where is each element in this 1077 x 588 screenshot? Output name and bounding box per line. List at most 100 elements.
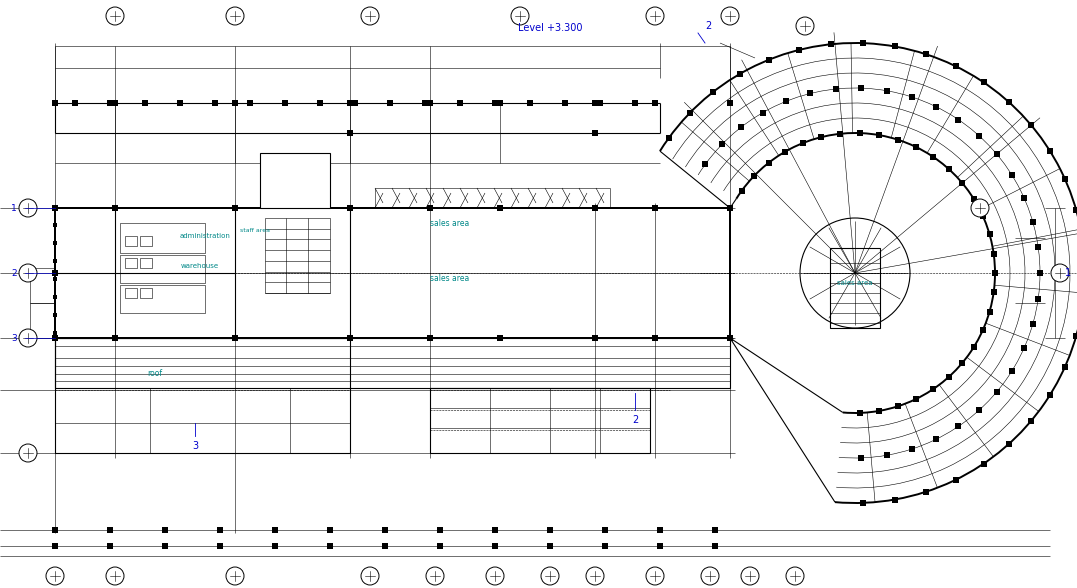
- Bar: [877, 132, 882, 138]
- Bar: [913, 144, 920, 150]
- Bar: [719, 142, 725, 148]
- Bar: [430, 388, 651, 453]
- Bar: [272, 527, 278, 533]
- Bar: [547, 543, 553, 549]
- Bar: [653, 335, 658, 341]
- Bar: [53, 335, 58, 341]
- Bar: [120, 255, 205, 283]
- Bar: [498, 205, 503, 211]
- Bar: [492, 543, 498, 549]
- Circle shape: [226, 7, 244, 25]
- Bar: [140, 288, 152, 298]
- Bar: [861, 500, 866, 506]
- Circle shape: [971, 199, 989, 217]
- Bar: [125, 288, 137, 298]
- Bar: [737, 71, 743, 77]
- Bar: [347, 205, 353, 211]
- Bar: [428, 205, 433, 211]
- Bar: [980, 213, 985, 219]
- Bar: [592, 100, 598, 106]
- Bar: [53, 313, 57, 317]
- Bar: [428, 335, 433, 341]
- Bar: [702, 161, 709, 167]
- Bar: [991, 250, 996, 256]
- Bar: [657, 543, 662, 549]
- Text: Level +3.300: Level +3.300: [518, 23, 583, 33]
- Bar: [783, 98, 788, 105]
- Bar: [1073, 333, 1077, 339]
- Circle shape: [541, 567, 559, 585]
- Bar: [1009, 368, 1015, 374]
- Bar: [1021, 345, 1027, 351]
- Bar: [108, 100, 113, 106]
- Bar: [895, 137, 901, 143]
- Circle shape: [46, 567, 64, 585]
- Bar: [960, 180, 965, 186]
- Bar: [112, 100, 117, 106]
- Bar: [53, 335, 58, 341]
- Bar: [53, 205, 58, 211]
- Circle shape: [106, 7, 124, 25]
- Text: 3: 3: [11, 333, 17, 342]
- Bar: [712, 527, 717, 533]
- Bar: [892, 44, 898, 49]
- Bar: [666, 135, 672, 141]
- Bar: [933, 103, 939, 110]
- Bar: [1062, 363, 1068, 369]
- Bar: [498, 100, 503, 106]
- Bar: [233, 100, 238, 106]
- Bar: [955, 423, 962, 429]
- Bar: [727, 335, 732, 341]
- Bar: [218, 543, 223, 549]
- Bar: [163, 527, 168, 533]
- Bar: [837, 131, 843, 137]
- Bar: [653, 100, 658, 106]
- Bar: [833, 86, 839, 92]
- Text: roof: roof: [148, 369, 163, 377]
- Bar: [1030, 321, 1036, 327]
- Bar: [808, 91, 813, 96]
- Bar: [30, 303, 55, 338]
- Bar: [913, 396, 920, 402]
- Text: 3: 3: [192, 441, 198, 451]
- Bar: [428, 100, 433, 106]
- Bar: [347, 100, 353, 106]
- Bar: [909, 446, 915, 452]
- Bar: [884, 88, 890, 94]
- Bar: [976, 132, 982, 139]
- Bar: [923, 489, 929, 495]
- Bar: [828, 41, 834, 47]
- Bar: [981, 460, 987, 467]
- Text: staff area: staff area: [240, 228, 270, 232]
- Circle shape: [486, 567, 504, 585]
- Bar: [657, 527, 662, 533]
- Bar: [1047, 392, 1053, 398]
- Bar: [140, 236, 152, 246]
- Bar: [498, 335, 503, 341]
- Bar: [970, 196, 977, 202]
- Bar: [53, 277, 57, 281]
- Text: 2: 2: [704, 21, 711, 31]
- Bar: [437, 543, 443, 549]
- Bar: [909, 94, 915, 100]
- Bar: [923, 51, 929, 57]
- Bar: [987, 309, 993, 315]
- Bar: [112, 205, 117, 211]
- Bar: [858, 85, 865, 91]
- Bar: [1035, 296, 1041, 302]
- Bar: [946, 166, 952, 172]
- Bar: [1029, 418, 1034, 424]
- Bar: [796, 47, 802, 53]
- Text: sales area: sales area: [431, 219, 470, 228]
- Bar: [53, 205, 58, 211]
- Bar: [55, 338, 730, 388]
- Bar: [218, 527, 223, 533]
- Bar: [233, 100, 238, 106]
- Bar: [976, 407, 982, 413]
- Bar: [30, 268, 55, 303]
- Bar: [140, 258, 152, 268]
- Bar: [318, 100, 323, 106]
- Bar: [1037, 270, 1043, 276]
- Bar: [752, 173, 757, 179]
- Bar: [53, 543, 58, 549]
